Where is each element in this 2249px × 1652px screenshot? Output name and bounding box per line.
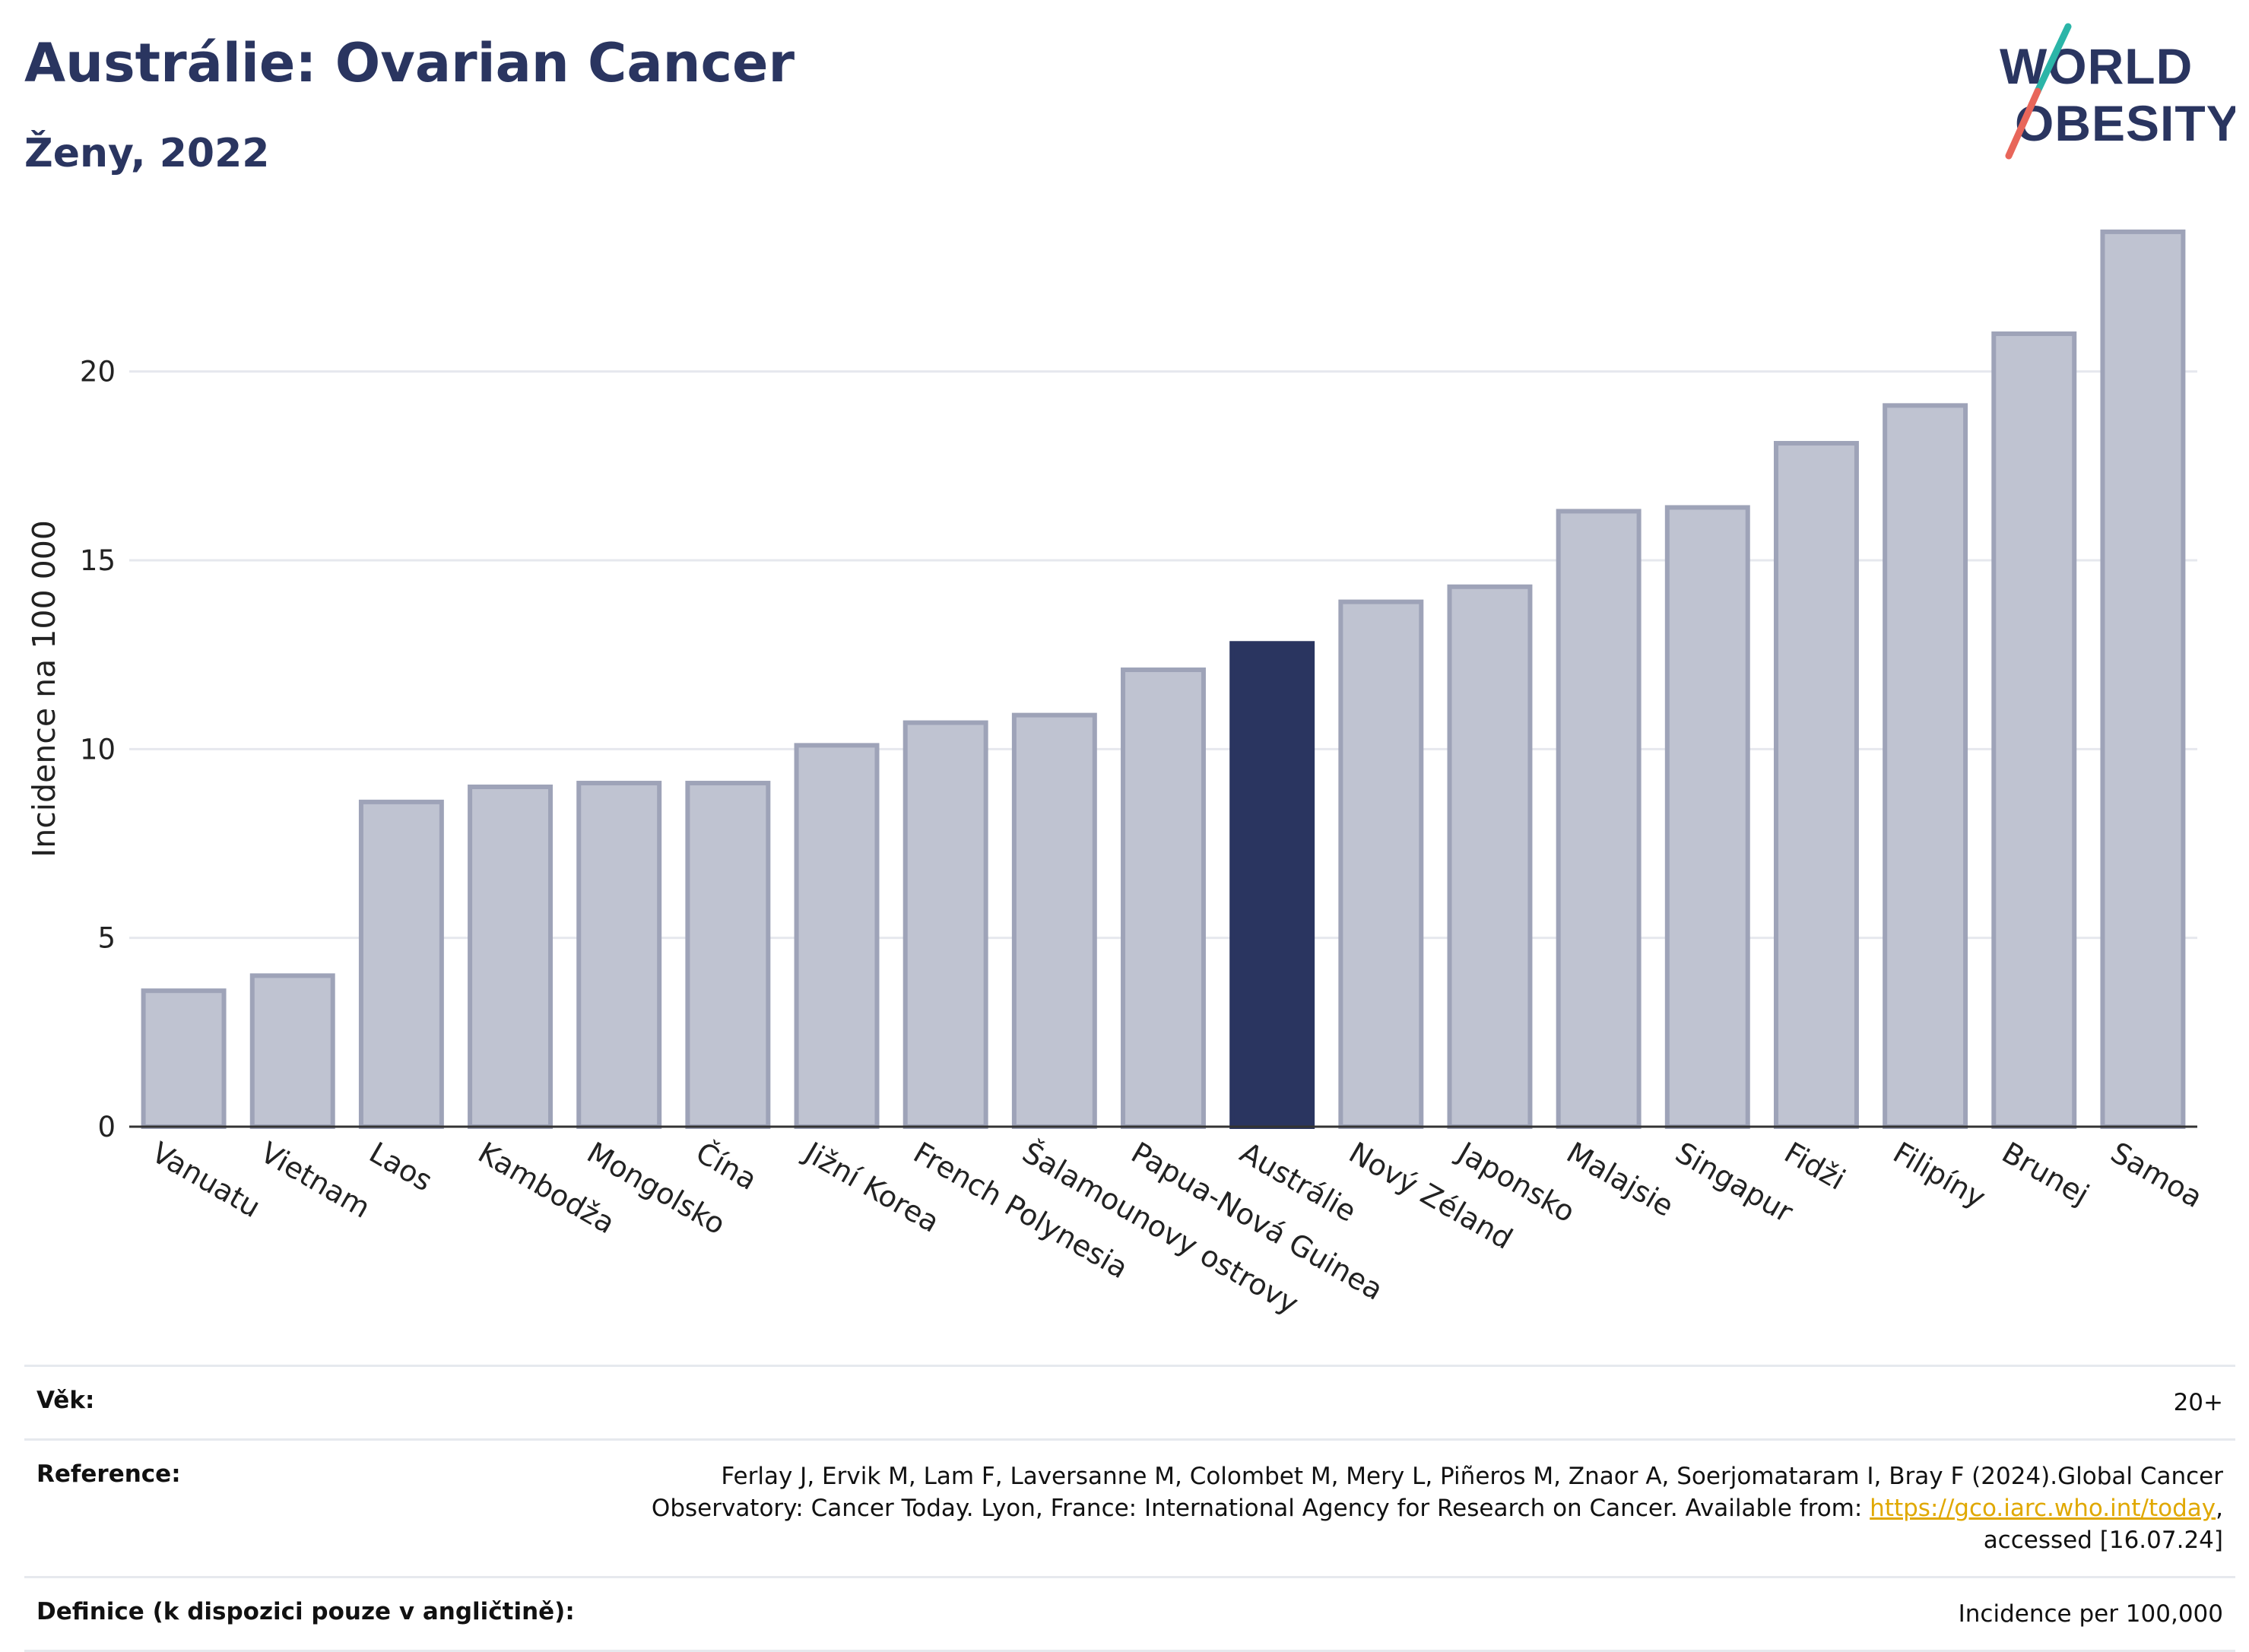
bar-12 xyxy=(1447,584,1533,1129)
age-row: Věk: 20+ xyxy=(24,1365,2235,1438)
svg-text:WORLD: WORLD xyxy=(2000,38,2193,94)
x-tick-label: Fidži xyxy=(1778,1136,1851,1197)
bar-9 xyxy=(1121,667,1206,1129)
age-label: Věk: xyxy=(36,1387,95,1414)
definition-label: Definice (k dispozici pouze v angličtině… xyxy=(36,1598,575,1625)
bar-17 xyxy=(1991,331,2077,1129)
x-tick-label: Samoa xyxy=(2105,1136,2208,1215)
y-tick-label: 5 xyxy=(97,922,116,955)
info-table: Věk: 20+ Reference: Ferlay J, Ervik M, L… xyxy=(24,1365,2235,1652)
age-value: 20+ xyxy=(2173,1389,2223,1416)
x-tick-label: Brunej xyxy=(1997,1136,2095,1212)
page-title: Austrálie: Ovarian Cancer xyxy=(24,32,795,94)
bar-18 xyxy=(2100,229,2186,1129)
bar-3 xyxy=(468,785,554,1129)
x-tick-label: Malajsie xyxy=(1561,1136,1680,1223)
page-subtitle: Ženy, 2022 xyxy=(24,131,270,176)
bar-11 xyxy=(1338,599,1424,1129)
reference-text-part1: Ferlay J, Ervik M, Lam F, Laversanne M, … xyxy=(651,1463,2223,1522)
x-tick-label: Vanuatu xyxy=(146,1136,266,1224)
x-tick-label: Laos xyxy=(363,1136,438,1198)
bar-6 xyxy=(794,743,880,1129)
y-tick-label: 10 xyxy=(80,733,116,766)
svg-text:OBESITY: OBESITY xyxy=(2015,95,2235,151)
x-tick-label: Filipíny xyxy=(1888,1136,1991,1215)
y-tick-label: 20 xyxy=(80,356,116,388)
bar-15 xyxy=(1773,441,1859,1129)
definition-row: Definice (k dispozici pouze v angličtině… xyxy=(24,1576,2235,1652)
x-tick-label: Singapur xyxy=(1670,1136,1799,1229)
reference-link[interactable]: https://gco.iarc.who.int/today xyxy=(1870,1495,2216,1522)
reference-text-part2: , accessed [16.07.24] xyxy=(1983,1495,2223,1554)
bar-2 xyxy=(358,799,444,1130)
y-tick-label: 15 xyxy=(80,544,116,577)
y-axis-title: Incidence na 100 000 xyxy=(26,520,62,858)
x-tick-label: Vietnam xyxy=(255,1136,376,1225)
bar-4 xyxy=(576,781,662,1129)
y-tick-labels: 0 5 10 15 20 xyxy=(80,356,116,1143)
bars xyxy=(141,229,2186,1130)
bar-1 xyxy=(249,973,335,1130)
reference-label: Reference: xyxy=(36,1460,181,1488)
world-obesity-logo: WORLD OBESITY xyxy=(2000,23,2235,160)
definition-value: Incidence per 100,000 xyxy=(1958,1600,2223,1628)
reference-text: Ferlay J, Ervik M, Lam F, Laversanne M, … xyxy=(626,1460,2223,1556)
bar-13 xyxy=(1556,509,1642,1129)
bar-7 xyxy=(902,720,988,1129)
x-tick-label: Čína xyxy=(690,1136,763,1197)
bar-14 xyxy=(1664,505,1750,1129)
bar-10 xyxy=(1229,641,1315,1129)
bar-8 xyxy=(1011,712,1097,1129)
y-tick-label: 0 xyxy=(97,1111,116,1143)
bar-16 xyxy=(1883,403,1968,1129)
bar-5 xyxy=(685,781,771,1129)
reference-row: Reference: Ferlay J, Ervik M, Lam F, Lav… xyxy=(24,1438,2235,1576)
bar-0 xyxy=(141,988,227,1129)
